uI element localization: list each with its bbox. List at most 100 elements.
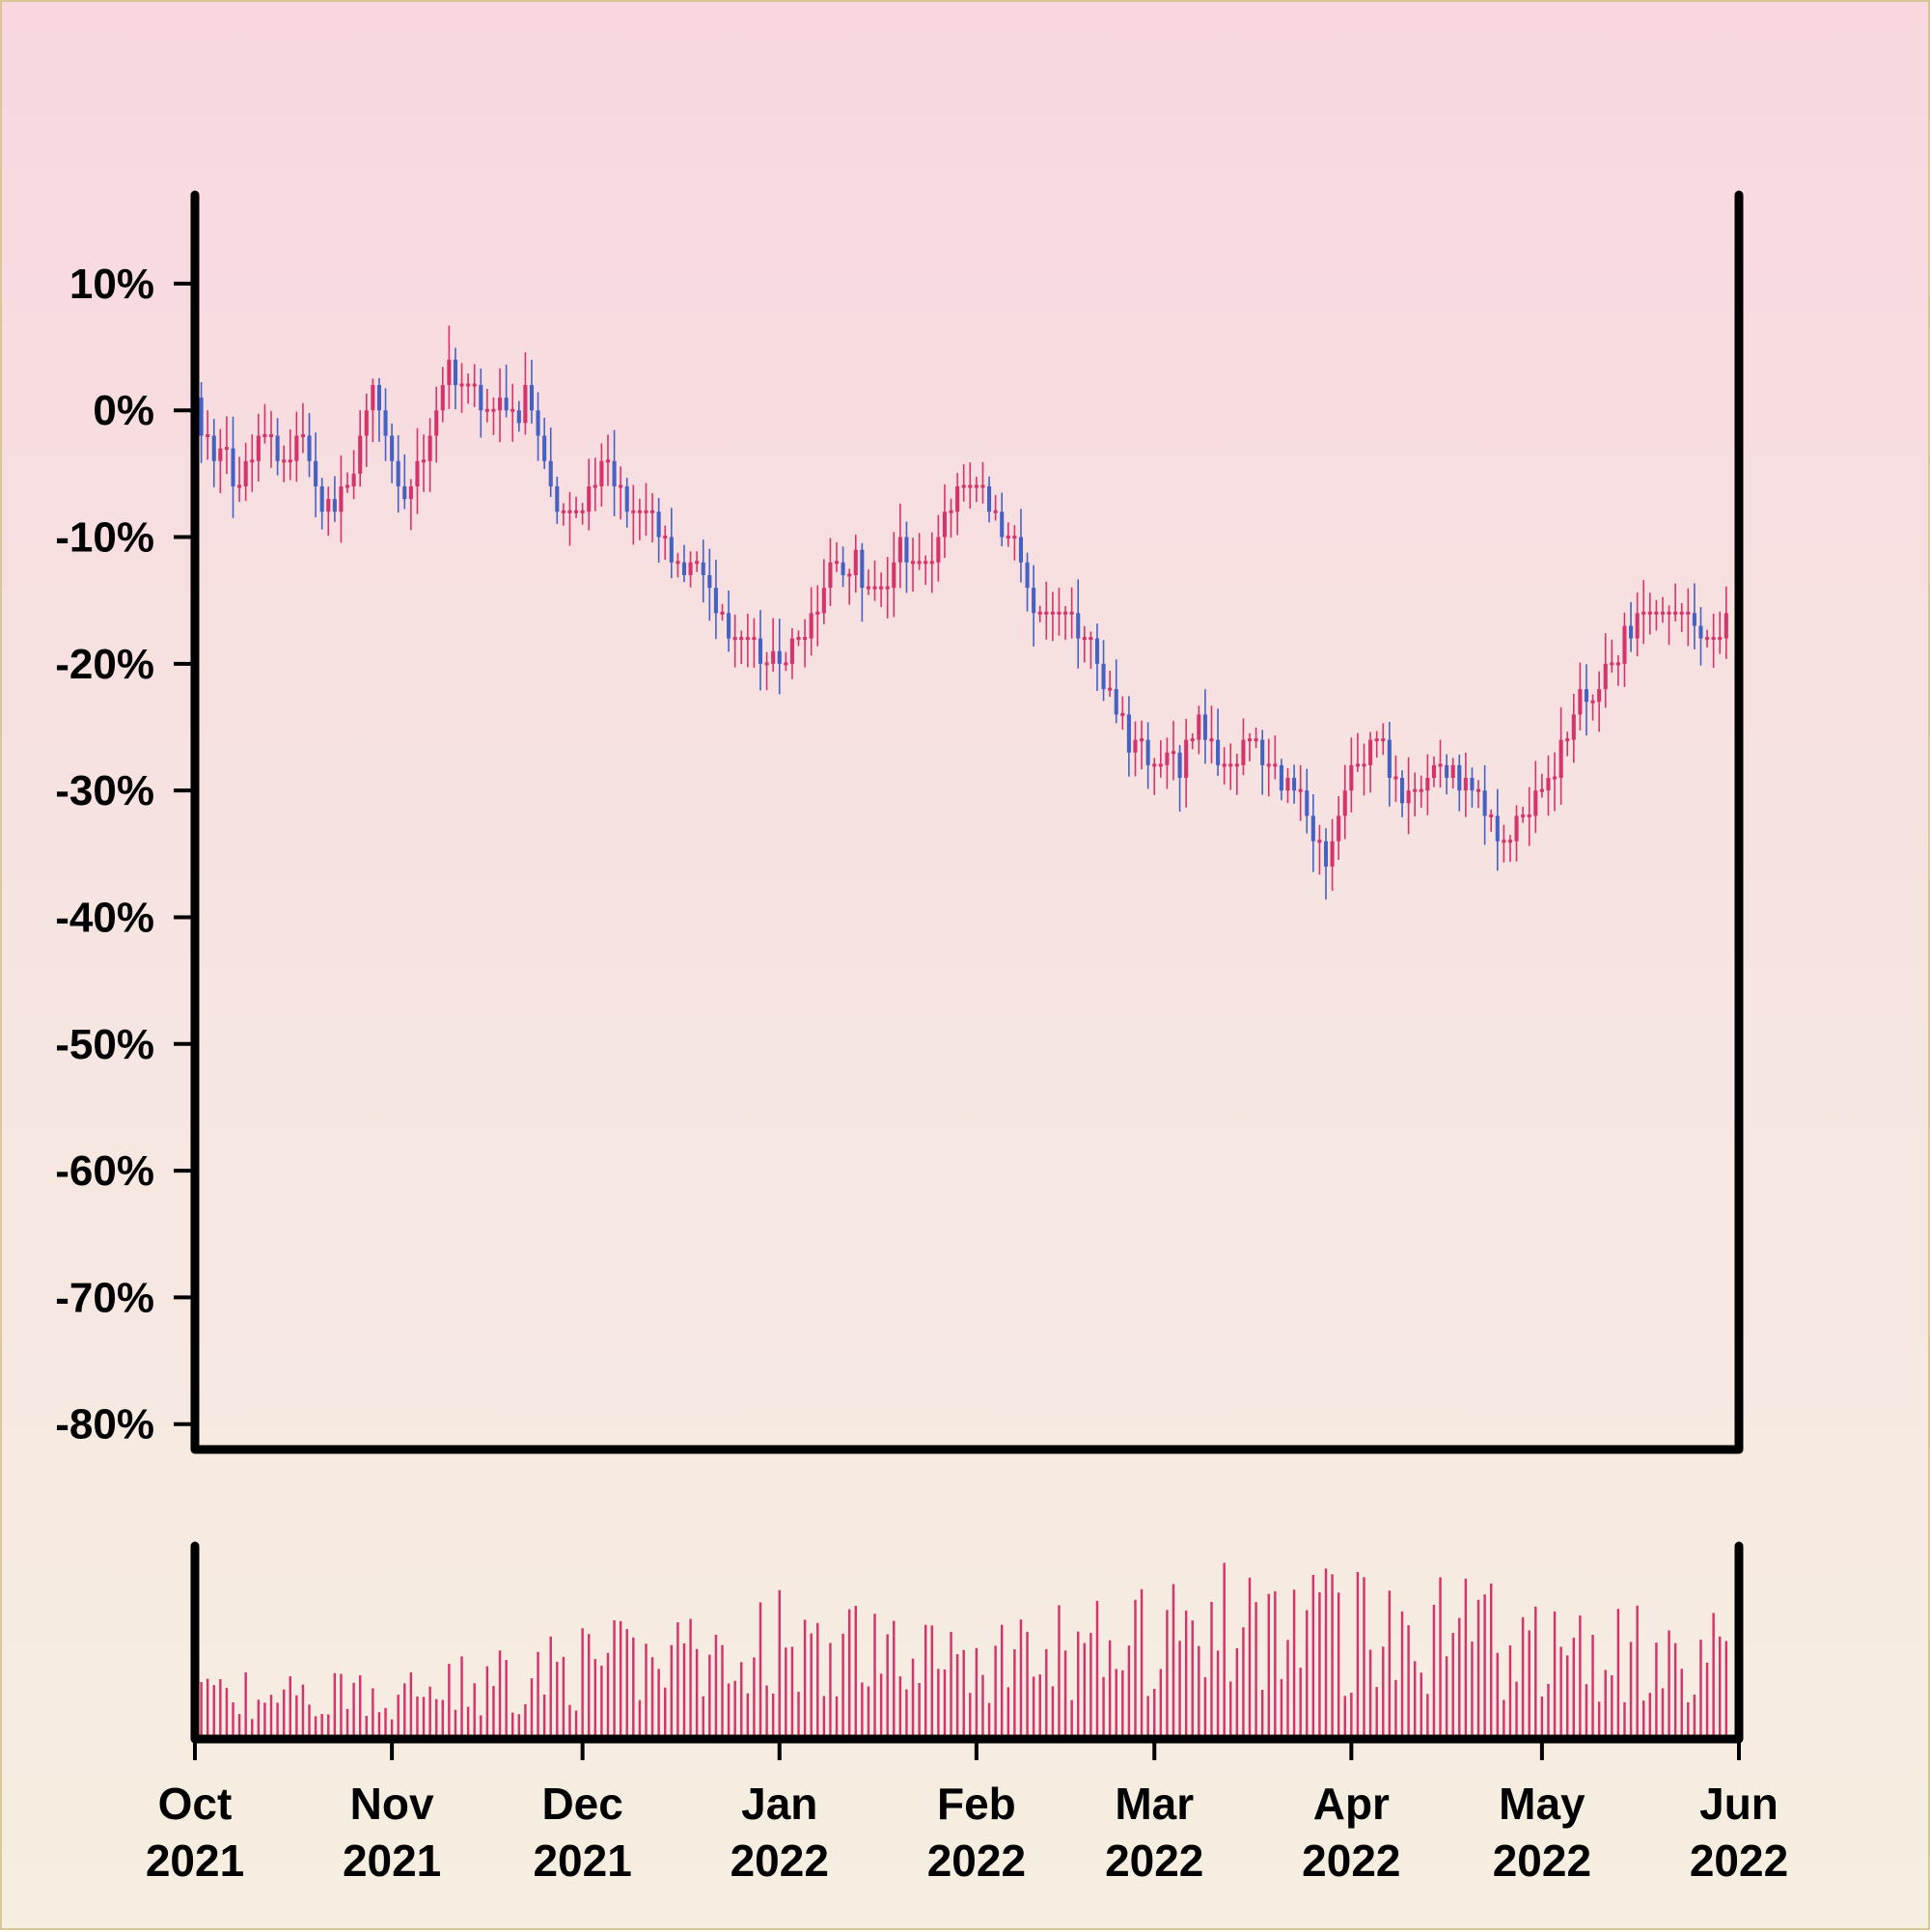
candle-body — [282, 459, 287, 463]
volume-bar — [1705, 1662, 1709, 1739]
candle-body — [1615, 662, 1620, 666]
candle-body — [459, 383, 464, 387]
candle-body — [644, 510, 648, 513]
price-panel-frame — [190, 190, 1744, 1454]
volume-bar — [670, 1644, 674, 1739]
volume-bar — [1591, 1635, 1594, 1739]
candle-body — [1000, 511, 1005, 538]
volume-bar — [333, 1672, 337, 1739]
volume-bar — [416, 1697, 419, 1739]
volume-bar — [372, 1688, 374, 1739]
candle-body — [860, 549, 865, 589]
candle-body — [358, 435, 363, 474]
volume-bar — [327, 1714, 330, 1739]
candle-body — [1317, 840, 1322, 843]
candle-body — [580, 510, 585, 513]
candle-body — [504, 398, 509, 411]
volume-bar — [1585, 1684, 1588, 1739]
volume-bar — [1058, 1605, 1061, 1739]
volume-bar — [1095, 1600, 1099, 1739]
candle-body — [1654, 611, 1659, 615]
volume-bar — [1553, 1611, 1557, 1739]
volume-bar — [600, 1666, 603, 1739]
volume-bar — [510, 1712, 514, 1739]
y-tick-label: 10% — [69, 261, 154, 308]
volume-bar — [1572, 1638, 1576, 1739]
candle-body — [1489, 814, 1494, 817]
candle-body — [676, 561, 680, 565]
volume-bar — [1006, 1687, 1010, 1739]
volume-bar — [702, 1696, 704, 1739]
candle-body — [949, 510, 953, 513]
candle-body — [1533, 790, 1538, 816]
volume-bar — [206, 1678, 209, 1739]
candle-body — [1546, 778, 1551, 791]
candle-body — [1571, 714, 1576, 740]
volume-bar — [549, 1636, 552, 1739]
candle-body — [1082, 637, 1087, 641]
volume-bar — [1172, 1584, 1175, 1739]
volume-bar — [854, 1606, 857, 1739]
candle-body — [669, 537, 674, 563]
volume-bar — [1375, 1687, 1378, 1739]
candle-body — [771, 650, 776, 664]
candle-body — [1342, 790, 1347, 816]
volume-bar — [409, 1672, 413, 1739]
volume-bar — [924, 1624, 927, 1739]
volume-bar — [1508, 1644, 1512, 1739]
candle-body — [1679, 611, 1684, 615]
volume-bar — [1318, 1591, 1321, 1739]
volume-bar — [505, 1660, 508, 1739]
volume-bar — [1680, 1669, 1683, 1739]
volume-bar — [530, 1678, 534, 1739]
candle-body — [809, 613, 813, 639]
volume-bar — [448, 1664, 451, 1739]
candle-body — [1495, 815, 1500, 842]
candle-body — [745, 637, 750, 641]
candle-body — [262, 433, 267, 437]
volume-bar — [1616, 1609, 1620, 1739]
volume-bar — [1216, 1650, 1220, 1739]
candle-body — [1641, 611, 1646, 615]
volume-bar — [1000, 1624, 1004, 1739]
candle-body — [1266, 763, 1271, 767]
y-tick-label: -70% — [55, 1274, 154, 1321]
candle-body — [688, 562, 693, 575]
candle-body — [199, 398, 204, 436]
candle-body — [1209, 738, 1214, 742]
volume-bar — [727, 1683, 731, 1739]
volume-bar — [1559, 1646, 1562, 1739]
x-tick-year-label: 2022 — [927, 1835, 1026, 1886]
volume-bar — [517, 1714, 521, 1739]
candle-body — [1457, 764, 1462, 791]
volume-bar — [345, 1708, 349, 1739]
candle-body — [371, 384, 375, 411]
candle-body — [231, 448, 235, 487]
candle-body — [1158, 763, 1163, 767]
candle-body — [1445, 764, 1449, 779]
candle-body — [440, 384, 445, 411]
candle-body — [897, 537, 902, 563]
volume-bar — [638, 1699, 642, 1739]
x-tick-year-label: 2021 — [146, 1835, 244, 1886]
volume-bar — [1153, 1688, 1156, 1739]
candle-body — [466, 383, 471, 387]
volume-bar — [1471, 1642, 1474, 1739]
candle-body — [1381, 738, 1386, 742]
candle-body — [968, 484, 973, 488]
candle-body — [1202, 714, 1207, 740]
volume-bar — [721, 1644, 724, 1739]
volume-bar — [441, 1699, 445, 1739]
volume-bar — [466, 1706, 470, 1739]
volume-bar — [994, 1645, 997, 1739]
volume-bar — [365, 1715, 369, 1739]
candle-body — [1228, 763, 1233, 767]
candle-body — [332, 499, 337, 512]
candle-body — [961, 484, 966, 488]
volume-bar — [1420, 1672, 1423, 1739]
volume-bar — [542, 1694, 546, 1739]
candle-body — [1057, 611, 1062, 615]
candle-body — [548, 460, 553, 487]
candle-body — [924, 561, 928, 565]
